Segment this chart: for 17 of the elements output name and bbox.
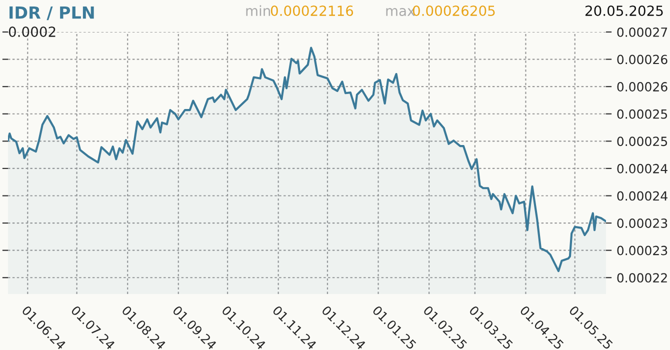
y-tick-label: 0.00023 [617,246,668,256]
chart-title: IDR / PLN [10,6,94,20]
y-tick-label: 0.00024 [617,164,668,174]
text: 20.05.2025 [585,6,663,16]
y-tick-label: 0.00025 [617,136,668,146]
y-tick-label: 0.00026 [617,54,668,64]
text: 0.00026205 [412,6,495,16]
y-tick-label: 0.00025 [617,109,668,119]
y-tick-label: 0.00023 [617,218,668,228]
y-tick-label: 0.00027 [617,27,668,37]
y-tick-label: 0.00022 [617,273,667,283]
text: 0.00022116 [270,6,354,16]
annotation: 0.0002 [8,26,56,38]
y-tick-label: 0.00024 [617,191,668,201]
y-tick-label: 0.00026 [617,82,668,92]
text: min [246,5,270,16]
text: max [386,8,415,16]
